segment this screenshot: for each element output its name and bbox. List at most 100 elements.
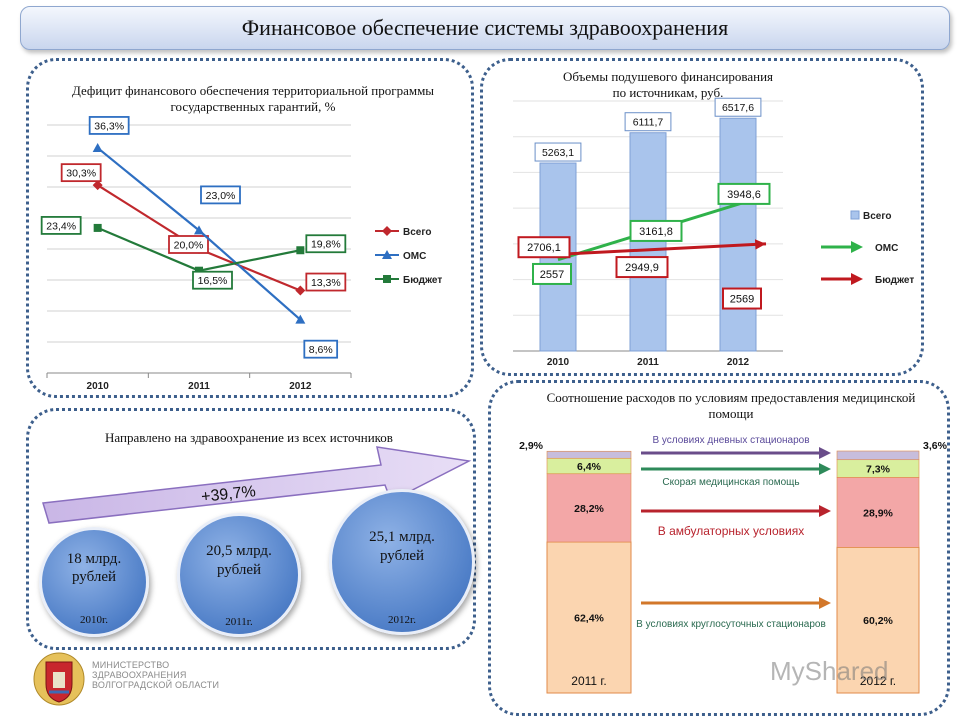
bar-label: 6517,6 <box>722 102 754 114</box>
budget-label-box <box>615 256 669 279</box>
x-tick-label: 2010 <box>87 381 110 392</box>
oms-label-box <box>532 262 572 285</box>
funding-year-2010: 2010г. <box>79 614 109 626</box>
stack-segment <box>836 546 920 694</box>
legend-marker <box>383 275 391 283</box>
ministry-name-line1: МИНИСТЕРСТВО <box>92 660 170 670</box>
data-label: 23,0% <box>206 190 236 202</box>
connector-arrow-head <box>819 447 831 459</box>
stack-segment <box>546 473 632 543</box>
growth-label: +39,7% <box>200 483 256 506</box>
data-label-box <box>192 270 233 290</box>
budget-label-box <box>722 287 762 310</box>
bar-label: 6111,7 <box>633 117 664 129</box>
legend-label: Бюджет <box>403 275 442 286</box>
total-funding-panel: Направлено на здравоохранение из всех ис… <box>26 408 476 650</box>
x-tick-label: 2011 <box>637 357 659 368</box>
legend-label: ОМС <box>403 251 426 262</box>
data-label: 23,4% <box>46 220 76 232</box>
x-tick-label: 2012 <box>727 357 750 368</box>
per-capita-title-line2: по источникам, руб. <box>612 85 724 100</box>
budget-label: 2949,9 <box>625 262 659 274</box>
connector-arrow-head <box>819 505 831 517</box>
stack-segment <box>836 477 920 548</box>
x-tick-label: 2011 <box>188 381 210 392</box>
data-label-box <box>305 234 347 254</box>
category-label: 2011 г. <box>571 674 606 688</box>
watermark: MyShared <box>770 656 889 686</box>
data-label-box <box>88 116 130 135</box>
data-point <box>93 223 102 232</box>
connector-caption: В амбулаторных условиях <box>658 524 804 538</box>
per-capita-title-line1: Объемы подушевого финансирования <box>562 69 774 84</box>
bar-label-box <box>624 112 672 132</box>
data-label-box <box>200 185 241 205</box>
budget-label-box <box>517 236 571 259</box>
data-label-box <box>303 339 339 359</box>
legend-label: Бюджет <box>875 275 914 286</box>
oms-label: 3948,6 <box>727 189 761 201</box>
connector-caption: В условиях круглосуточных стационаров <box>636 619 826 630</box>
ministry-name: МИНИСТЕРСТВО ЗДРАВООХРАНЕНИЯ ВОЛГОГРАДСК… <box>92 660 219 690</box>
deficit-line-chart: 2010 2011 2012 30,3% 20,0% 13,3% 36,3% 23,0% 8,6… <box>40 116 442 392</box>
connector-arrow-head <box>819 463 831 475</box>
legend-oms-arrow-head <box>851 241 863 253</box>
legend-label: Всего <box>403 227 432 238</box>
data-label-box <box>40 216 82 235</box>
funding-amount-2011: 20,5 млрд. рублей <box>206 543 272 578</box>
legend-label: Всего <box>863 211 892 222</box>
expense-ratio-title: Соотношение расходов по условиям предост… <box>546 390 916 421</box>
budget-label: 2706,1 <box>527 242 561 254</box>
data-label-box <box>305 272 347 292</box>
bar-label-box <box>534 142 582 162</box>
data-point <box>295 285 306 296</box>
ministry-name-line2: ЗДРАВООХРАНЕНИЯ <box>92 670 187 680</box>
oms-label-box <box>629 219 683 242</box>
connector-arrow-head <box>819 597 831 609</box>
segment-label: 28,2% <box>574 503 604 515</box>
stack-segment <box>836 450 920 461</box>
data-label-box <box>168 235 209 254</box>
funding-circle-2012: 25,1 млрд. рублей 2012г. <box>329 489 475 635</box>
data-point <box>295 314 306 324</box>
segment-label: 62,4% <box>574 612 604 624</box>
deficit-chart-title: Дефицит финансового обеспечения территор… <box>71 83 435 114</box>
budget-label: 2569 <box>730 294 754 306</box>
segment-label: 60,2% <box>863 615 893 627</box>
page-title: Финансовое обеспечение системы здравоохр… <box>20 6 950 50</box>
ministry-name-line3: ВОЛГОГРАДСКОЙ ОБЛАСТИ <box>92 680 220 690</box>
legend-marker <box>382 250 392 259</box>
data-point <box>296 246 305 255</box>
data-point <box>92 142 103 152</box>
segment-label: 28,9% <box>863 507 893 519</box>
expense-ratio-panel: Соотношение расходов по условиям предост… <box>488 380 950 716</box>
per-capita-bar-chart: 2010 2011 2012 5263,1 6111,7 6517,6 2557 3161,8… <box>513 97 914 368</box>
stack-segment <box>546 541 632 694</box>
budget-trend-arrow-head <box>754 239 766 250</box>
x-tick-label: 2010 <box>547 357 570 368</box>
data-point <box>92 180 103 191</box>
funding-year-2011: 2011г. <box>225 616 253 628</box>
data-label: 16,5% <box>198 275 228 287</box>
deficit-panel: Дефицит финансового обеспечения территор… <box>26 58 474 398</box>
connector-caption: В условиях дневных стационаров <box>652 435 809 446</box>
legend-budget-arrow-head <box>851 273 863 285</box>
funding-circle-2011: 20,5 млрд. рублей 2011г. <box>177 513 301 637</box>
funding-amount-2012: 25,1 млрд. рублей <box>369 529 435 564</box>
x-tick-label: 2012 <box>289 381 312 392</box>
data-label: 20,0% <box>174 240 204 252</box>
data-label: 36,3% <box>94 120 124 132</box>
segment-label: 7,3% <box>866 464 891 476</box>
segment-label: 2,9% <box>519 440 544 452</box>
growth-arrow: +39,7% <box>42 446 472 524</box>
coat-of-arms-icon <box>33 652 85 706</box>
per-capita-panel: Объемы подушевого финансирования по исто… <box>480 58 924 376</box>
connector-caption: Скорая медицинская помощь <box>662 477 799 488</box>
oms-label-box <box>717 182 771 205</box>
total-funding-title: Направлено на здравоохранение из всех ис… <box>105 430 393 445</box>
data-point <box>195 266 203 275</box>
legend-label: ОМС <box>875 243 898 254</box>
category-label: 2012 г. <box>860 674 896 688</box>
legend-swatch <box>850 210 860 220</box>
stack-segment <box>546 450 632 459</box>
